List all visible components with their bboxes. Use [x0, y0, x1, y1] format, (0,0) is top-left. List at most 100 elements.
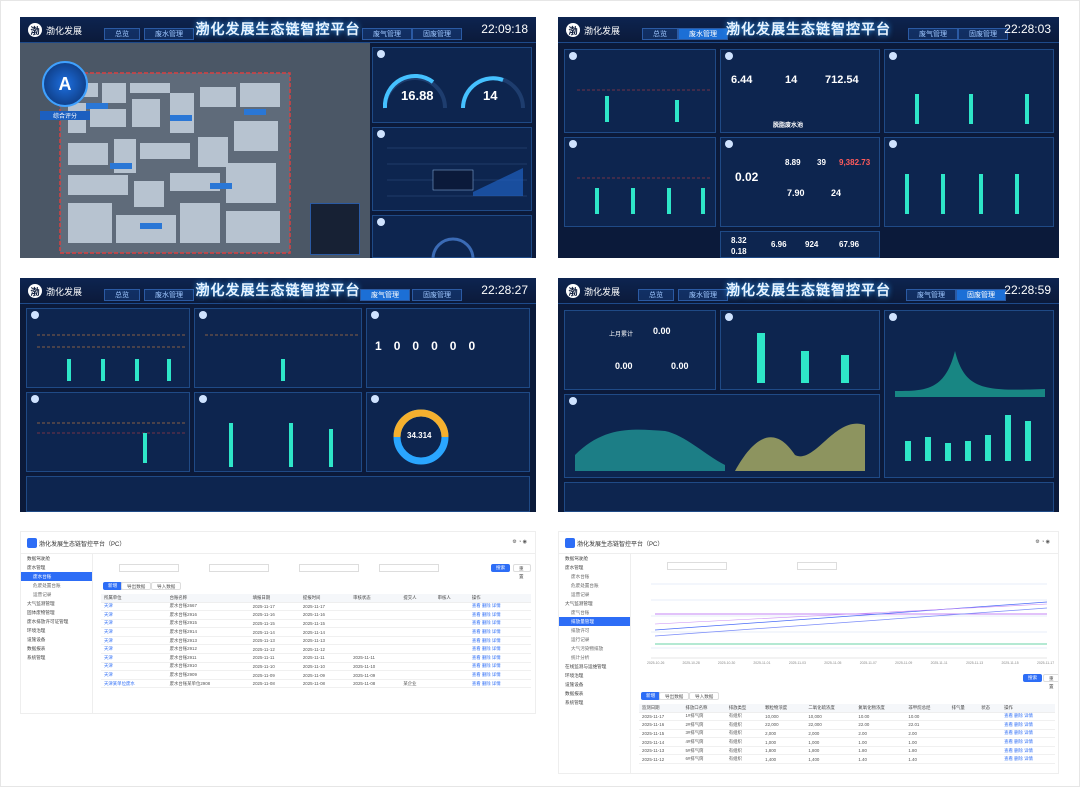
add-button[interactable]: 新增: [641, 692, 661, 700]
table-cell[interactable]: 天津: [101, 653, 167, 663]
sidebar-item[interactable]: 废水管理: [27, 565, 46, 570]
export-button[interactable]: 导出数据: [659, 692, 690, 700]
user-menu[interactable]: ⚙ ◔ ◉: [1035, 539, 1050, 545]
search-button[interactable]: 搜索: [491, 564, 511, 572]
table-cell[interactable]: 天津: [101, 636, 167, 646]
tab-overview[interactable]: 总览: [104, 28, 140, 40]
table-row[interactable]: 天津某单位废水 废水台账某单位2908 2025-11-08 2025-11-08 20…: [101, 679, 531, 689]
row-actions[interactable]: 查看 删除 详情: [1001, 729, 1055, 739]
table-row[interactable]: 2025-11-12 6#排气筒 有组织 1,400 1,400 1.40 1.40 查看 删…: [639, 754, 1055, 765]
filter-input[interactable]: [209, 564, 269, 572]
table-row[interactable]: 天津 废水台账2909 2025-11-09 2025-11-09 2025-11-09…: [101, 670, 531, 680]
sidebar-item[interactable]: 大气监测管理: [565, 601, 593, 606]
filter-input[interactable]: [119, 564, 179, 572]
sidebar-item[interactable]: 环境治理: [27, 628, 46, 633]
row-actions[interactable]: 查看 删除 详情: [1001, 746, 1055, 756]
table-cell[interactable]: 天津: [101, 602, 167, 612]
table-row[interactable]: 天津 废水台账2916 2025-11-16 2025-11-16 查看 删除 详情: [101, 610, 531, 620]
table-row[interactable]: 天津 废水台账2915 2025-11-15 2025-11-15 查看 删除 详情: [101, 619, 531, 629]
sidebar-item-selected[interactable]: 排放量管理: [559, 617, 630, 626]
import-button[interactable]: 导入数据: [151, 582, 182, 590]
sidebar-item[interactable]: 废水台账: [571, 574, 590, 579]
tab-overview[interactable]: 总览: [104, 289, 140, 301]
row-actions[interactable]: 查看 删除 详情: [468, 627, 531, 637]
sidebar-item[interactable]: 环境治理: [565, 673, 584, 678]
table-cell[interactable]: 2025-11-16: [639, 720, 683, 730]
emission-line-chart[interactable]: 2025-10-26 2025-10-28 2025-10-30 2025-11-01…: [637, 574, 1055, 666]
sidebar-item[interactable]: 废水排放许可证管理: [27, 619, 69, 624]
sidebar-item[interactable]: 废水管理: [565, 565, 584, 570]
tab-solid-waste[interactable]: 固废管理: [412, 28, 462, 40]
sidebar-item[interactable]: 设施设备: [27, 637, 46, 642]
export-button[interactable]: 导出数据: [121, 582, 152, 590]
sidebar-item[interactable]: 统计分析: [571, 655, 590, 660]
sidebar-item[interactable]: 大气监测管理: [27, 601, 55, 606]
tab-exhaust[interactable]: 废气管理: [360, 289, 410, 301]
date-range-input[interactable]: [299, 564, 359, 572]
tab-solid-waste[interactable]: 固废管理: [412, 289, 462, 301]
plant-map[interactable]: A 综合评分: [20, 43, 370, 258]
sidebar-item[interactable]: 数据报表: [565, 691, 584, 696]
sidebar-item[interactable]: 废气台账: [571, 610, 590, 615]
period-select[interactable]: [797, 562, 837, 570]
tab-solid-waste[interactable]: 固废管理: [956, 289, 1006, 301]
table-cell[interactable]: 天津: [101, 662, 167, 672]
reset-button[interactable]: 重置: [513, 564, 531, 579]
score-badge[interactable]: A: [42, 61, 88, 107]
tab-exhaust[interactable]: 废气管理: [908, 28, 958, 40]
row-actions[interactable]: 查看 删除 详情: [468, 644, 531, 655]
sidebar-item[interactable]: 数据驾驶舱: [565, 556, 588, 561]
table-cell[interactable]: 天津: [101, 610, 167, 620]
table-cell[interactable]: 2025-11-12: [639, 754, 683, 765]
sidebar-item[interactable]: 排放许可: [571, 628, 590, 633]
table-row[interactable]: 2025-11-16 2#排气筒 有组织 22,000 22,000 22.00 22.01…: [639, 720, 1055, 730]
table-row[interactable]: 天津 废水台账2667 2025-11-17 2025-11-17 查看 删除 详情: [101, 602, 531, 612]
row-actions[interactable]: 查看 删除 详情: [468, 670, 531, 680]
sidebar-item[interactable]: 运营记录: [33, 592, 52, 597]
table-row[interactable]: 天津 废水台账2910 2025-11-10 2025-11-10 2025-11-10…: [101, 662, 531, 672]
tab-wastewater[interactable]: 废水管理: [678, 28, 728, 40]
sidebar-item[interactable]: 在线监测与运维管理: [565, 664, 607, 669]
table-cell[interactable]: 2025-11-13: [639, 746, 683, 756]
tab-wastewater[interactable]: 废水管理: [678, 289, 728, 301]
table-row[interactable]: 天津 废水台账2914 2025-11-14 2025-11-14 查看 删除 详情: [101, 627, 531, 637]
tab-overview[interactable]: 总览: [638, 289, 674, 301]
row-actions[interactable]: 查看 删除 详情: [1001, 754, 1055, 765]
sidebar-item[interactable]: 数据报表: [27, 646, 46, 651]
tab-wastewater[interactable]: 废水管理: [144, 28, 194, 40]
table-cell[interactable]: 2025-11-14: [639, 737, 683, 747]
table-row[interactable]: 2025-11-15 3#排气筒 有组织 2,000 2,000 2.00 2.00 查看 删…: [639, 729, 1055, 739]
row-actions[interactable]: 查看 删除 详情: [1001, 712, 1055, 722]
search-button[interactable]: 搜索: [1023, 674, 1043, 682]
sidebar-item[interactable]: 设施设备: [565, 682, 584, 687]
table-cell[interactable]: 天津某单位废水: [101, 679, 167, 689]
table-cell[interactable]: 2025-11-17: [639, 712, 683, 722]
sidebar-item[interactable]: 数据驾驶舱: [27, 556, 50, 561]
row-actions[interactable]: 查看 删除 详情: [468, 636, 531, 646]
add-button[interactable]: 新增: [103, 582, 123, 590]
row-actions[interactable]: 查看 删除 详情: [468, 619, 531, 629]
row-actions[interactable]: 查看 删除 详情: [468, 610, 531, 620]
sidebar-item[interactable]: 危废处置台账: [33, 583, 61, 588]
table-cell[interactable]: 天津: [101, 670, 167, 680]
outlet-select[interactable]: [667, 562, 727, 570]
sidebar-item-selected[interactable]: 废水台账: [21, 572, 92, 581]
sidebar-item[interactable]: 系统管理: [565, 700, 584, 705]
table-row[interactable]: 2025-11-13 5#排气筒 有组织 1,800 1,800 1.80 1.80 查看 删…: [639, 746, 1055, 756]
row-actions[interactable]: 查看 删除 详情: [468, 679, 531, 689]
reset-button[interactable]: 重置: [1043, 674, 1058, 689]
tab-overview[interactable]: 总览: [642, 28, 678, 40]
row-actions[interactable]: 查看 删除 详情: [468, 653, 531, 663]
sidebar-item[interactable]: 大气污染物排放: [571, 646, 604, 651]
row-actions[interactable]: 查看 删除 详情: [468, 662, 531, 672]
table-row[interactable]: 天津 废水台账2911 2025-11-11 2025-11-11 2025-11-11…: [101, 653, 531, 663]
user-menu[interactable]: ⚙ ◔ ◉: [512, 539, 527, 545]
table-cell[interactable]: 天津: [101, 619, 167, 629]
tab-exhaust[interactable]: 废气管理: [906, 289, 956, 301]
sidebar-item[interactable]: 系统管理: [27, 655, 46, 660]
table-cell[interactable]: 天津: [101, 644, 167, 655]
table-row[interactable]: 2025-11-17 1#排气筒 有组织 10,000 10,000 10.00 10.00…: [639, 712, 1055, 722]
sidebar-item[interactable]: 危废处置台账: [571, 583, 599, 588]
sidebar-item[interactable]: 固体废物管理: [27, 610, 55, 615]
table-cell[interactable]: 天津: [101, 627, 167, 637]
